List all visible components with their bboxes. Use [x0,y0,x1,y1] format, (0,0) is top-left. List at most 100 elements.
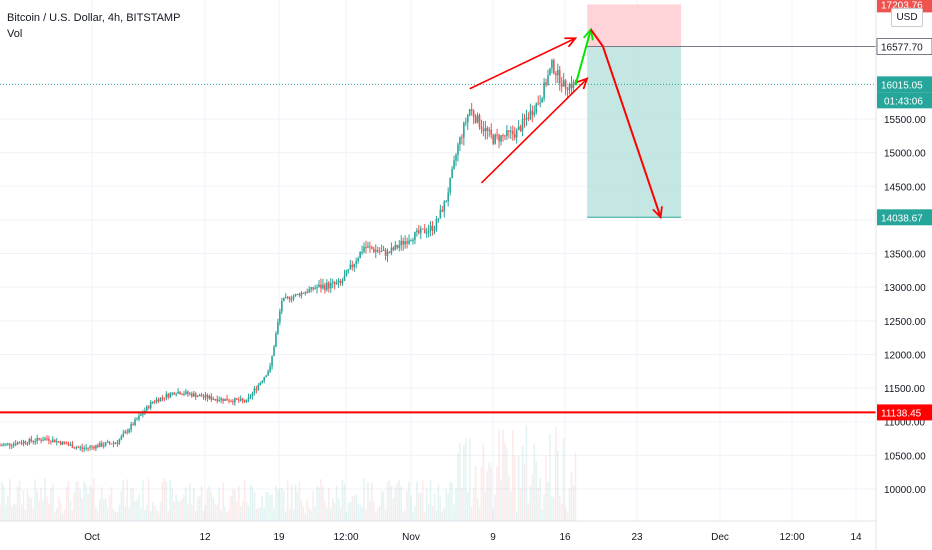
candle-body [120,436,123,440]
volume-bars [0,425,577,521]
candle-body [140,414,142,416]
candle-body [50,440,52,442]
candle-body [40,439,42,441]
volume-bar [461,488,463,521]
volume-bar [155,509,158,521]
volume-bar [418,492,420,521]
candle-body [232,401,234,403]
volume-bar [192,487,195,521]
volume-bar [95,507,97,521]
price-tick-label: 10500.00 [884,451,926,462]
candle-body [14,443,17,445]
candle-body [468,109,471,116]
candle-body [361,251,363,253]
candle-body [89,446,91,448]
volume-bar [329,508,332,521]
candle-body [59,441,62,445]
volume-bar [310,510,312,521]
candle-body [151,401,154,403]
candle-body [517,126,520,130]
volume-bar [306,498,309,521]
candle-body [472,110,475,117]
volume-bar [414,505,416,521]
volume-bar [402,512,404,521]
candle-body [257,384,260,390]
candle-body [81,447,83,449]
candle-body [498,135,500,142]
time-tick-label: 12 [199,532,211,543]
volume-bar [374,512,377,521]
volume-bar [22,490,25,521]
candle-body [466,115,469,123]
volume-bar [555,426,557,521]
volume-bar [169,479,172,521]
volume-bar [308,507,311,521]
volume-bar [429,479,432,521]
candle-body [251,392,254,397]
volume-bar [191,505,193,521]
candle-body [20,443,23,445]
volume-bar [46,496,48,521]
time-tick-label: 14 [850,532,862,543]
candle-body [1,445,3,447]
candle-body [382,249,385,251]
candle-body [173,392,175,395]
candle-body [281,301,283,312]
volume-bar [253,492,256,521]
candle-body [535,103,538,113]
currency-button[interactable]: USD [891,8,923,27]
volume-bar [531,474,534,521]
volume-bar [296,491,299,521]
candle-body [543,82,545,99]
candle-body [3,444,5,446]
volume-bar [97,512,99,521]
candle-body [277,322,279,334]
volume-bar [519,488,522,521]
volume-bar [122,479,125,521]
volume-bar [134,501,136,521]
volume-bar [151,502,154,521]
volume-bar [198,495,201,521]
candle-body [566,88,569,91]
volume-bar [91,487,93,521]
candle-body [147,406,150,409]
volume-bar [282,490,285,521]
volume-bar [263,506,266,521]
candle-body [333,282,336,285]
volume-bar [24,509,27,521]
candle-body [259,382,262,385]
candle-body [18,442,21,444]
volume-bar [55,507,58,521]
candle-body [504,135,506,137]
volume-bar [226,512,228,521]
volume-bar [513,455,516,521]
candle-body [386,251,389,256]
candle-body [300,292,303,296]
candle-body [388,251,391,253]
volume-bar [34,479,37,521]
candle-body [306,292,309,294]
candle-body [329,283,332,289]
candle-body [61,441,64,445]
volume-bar [116,511,119,521]
volume-bar [386,482,389,521]
candle-body [318,284,320,288]
candle-body [282,297,285,302]
volume-bar [457,453,459,521]
candle-body [239,398,242,401]
candle-body [349,264,352,270]
volume-bar [541,509,543,521]
price-tick-label: 13500.00 [884,250,926,261]
candle-body [486,128,489,131]
candle-body [202,396,205,398]
candle-body [425,232,428,234]
time-tick-label: Nov [402,532,420,543]
volume-bar [410,495,412,521]
volume-bar [1,482,3,521]
volume-bar [337,498,340,521]
candle-body [79,447,82,449]
candle-body [335,282,338,285]
volume-bar [408,481,410,521]
candle-body [97,445,99,448]
